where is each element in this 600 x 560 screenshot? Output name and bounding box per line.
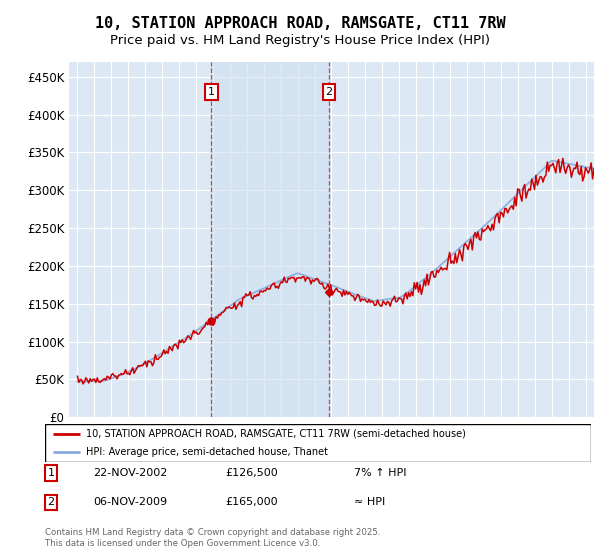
Bar — [211, 62, 329, 417]
Text: 7% ↑ HPI: 7% ↑ HPI — [354, 468, 407, 478]
Text: £126,500: £126,500 — [225, 468, 278, 478]
Text: 10, STATION APPROACH ROAD, RAMSGATE, CT11 7RW: 10, STATION APPROACH ROAD, RAMSGATE, CT1… — [95, 16, 505, 31]
Text: 2: 2 — [325, 87, 332, 97]
Text: ≈ HPI: ≈ HPI — [354, 497, 385, 507]
Text: 22-NOV-2002: 22-NOV-2002 — [93, 468, 167, 478]
Text: 2: 2 — [47, 497, 55, 507]
Text: £165,000: £165,000 — [225, 497, 278, 507]
Text: Contains HM Land Registry data © Crown copyright and database right 2025.
This d: Contains HM Land Registry data © Crown c… — [45, 528, 380, 548]
Text: 1: 1 — [208, 87, 215, 97]
Text: 1: 1 — [47, 468, 55, 478]
Text: Price paid vs. HM Land Registry's House Price Index (HPI): Price paid vs. HM Land Registry's House … — [110, 34, 490, 46]
Text: HPI: Average price, semi-detached house, Thanet: HPI: Average price, semi-detached house,… — [86, 447, 328, 457]
Text: 06-NOV-2009: 06-NOV-2009 — [93, 497, 167, 507]
Text: 10, STATION APPROACH ROAD, RAMSGATE, CT11 7RW (semi-detached house): 10, STATION APPROACH ROAD, RAMSGATE, CT1… — [86, 429, 466, 439]
